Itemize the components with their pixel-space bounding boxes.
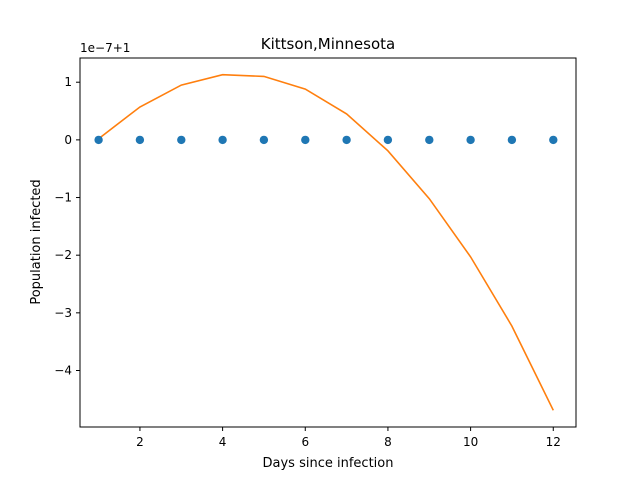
x-tick-label: 10 [463, 435, 478, 449]
y-tick-label: −3 [54, 306, 72, 320]
y-tick-label: −2 [54, 248, 72, 262]
scatter-point [135, 135, 145, 145]
plot-area [94, 73, 558, 411]
x-tick-label: 2 [136, 435, 144, 449]
scatter-point [466, 135, 475, 145]
y-tick-label: 1 [64, 75, 72, 89]
x-tick-label: 8 [384, 435, 392, 449]
axes-frame [79, 57, 577, 428]
x-tick-label: 12 [546, 435, 561, 449]
series-line-1 [98, 73, 555, 411]
y-axis-label: Population infected [29, 179, 44, 304]
chart-title: Kittson,Minnesota [261, 35, 395, 53]
scatter-point [259, 135, 269, 145]
y-tick-label: 0 [64, 133, 72, 147]
scatter-point [549, 135, 558, 145]
scatter-point [94, 135, 103, 145]
x-axis-label: Days since infection [263, 456, 394, 471]
scatter-point [425, 135, 434, 145]
x-tick-label: 4 [219, 435, 227, 449]
scatter-point [507, 135, 517, 145]
y-axis-offset-label: 1e−7+1 [80, 41, 130, 55]
y-tick-label: −1 [54, 191, 72, 205]
x-tick-label: 6 [301, 435, 309, 449]
scatter-point [383, 135, 393, 145]
scatter-point [301, 135, 310, 145]
scatter-point [218, 135, 227, 145]
scatter-point [342, 135, 351, 145]
y-tick-label: −4 [54, 363, 72, 377]
scatter-point [177, 135, 186, 145]
